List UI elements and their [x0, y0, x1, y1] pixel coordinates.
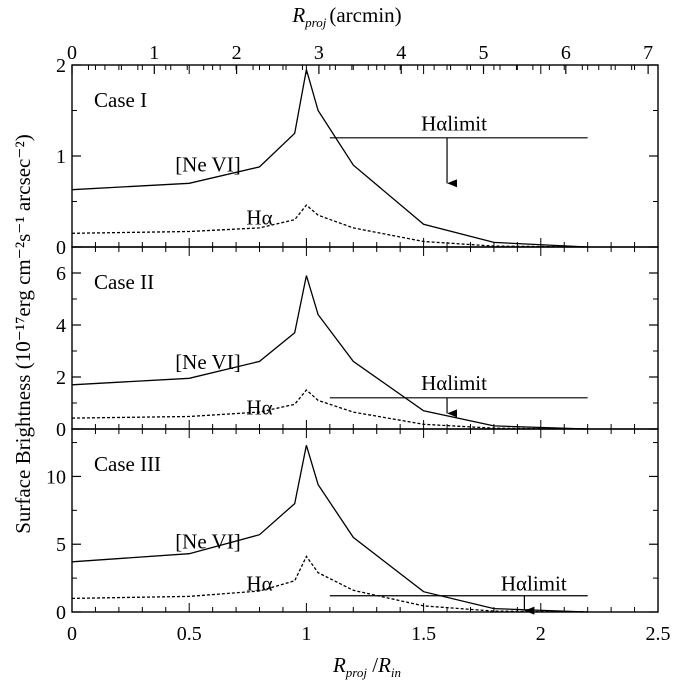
y-tick-label: 4: [56, 315, 66, 337]
halpha-curve: [71, 555, 588, 613]
y-tick-label: 1: [56, 146, 66, 168]
panel-3: 0 5 10 Case III [Ne VI]Hα Hαlimit: [46, 428, 659, 624]
halpha-curve: [71, 389, 588, 430]
x-axis-title: Rproj /Rin: [332, 653, 401, 680]
panel-frame: [71, 64, 659, 248]
panel-case-label: Case II: [94, 270, 154, 294]
panel-frame: [71, 428, 659, 613]
halpha-limit-label: Hαlimit: [421, 112, 487, 136]
y-tick-label: 2: [56, 367, 66, 389]
halpha-label: Hα: [246, 396, 272, 420]
halpha-curve: [71, 204, 588, 248]
top-tick-label: 6: [561, 42, 571, 64]
neVI-label: [Ne VI]: [175, 350, 241, 374]
halpha-label: Hα: [246, 205, 272, 229]
y-tick-label: 6: [56, 263, 66, 285]
halpha-limit-label: Hαlimit: [501, 571, 567, 595]
top-tick-label: 7: [643, 42, 653, 64]
top-tick-label: 4: [396, 42, 406, 64]
y-tick-label: 2: [56, 55, 66, 77]
x-tick-label: 1: [301, 623, 311, 645]
x-tick-label: 0: [67, 623, 77, 645]
top-tick-label: 0: [67, 42, 77, 64]
panel-2: 0 2 4 6 Case II [Ne VI]Hα Hαlimit: [56, 246, 659, 441]
y-tick-label: 0: [56, 419, 66, 441]
top-axis-title: Rproj (arcmin): [291, 3, 401, 30]
panel-1: 0 1 2 Case I [Ne VI] Hα Hαlimit: [56, 55, 659, 259]
halpha-label: Hα: [246, 571, 272, 595]
y-tick-label: 5: [56, 534, 66, 556]
x-tick-label: 1.5: [411, 623, 436, 645]
neVI-label: [Ne VI]: [175, 529, 241, 553]
y-tick-label: 0: [56, 237, 66, 259]
neVI-curve: [71, 275, 588, 430]
top-tick-label: 2: [232, 42, 242, 64]
x-tick-label: 2: [536, 623, 546, 645]
neVI-curve: [71, 69, 588, 248]
top-tick-label: 3: [314, 42, 324, 64]
top-tick-label: 5: [479, 42, 489, 64]
x-tick-label: 0.5: [177, 623, 202, 645]
x-tick-label: 2.5: [646, 623, 671, 645]
neVI-label: [Ne VI]: [175, 152, 241, 176]
neVI-curve: [71, 445, 588, 613]
panel-frame: [71, 246, 659, 430]
panel-case-label: Case III: [94, 452, 161, 476]
y-axis-title: Surface Brightness (10⁻¹⁷erg cm⁻²s⁻¹ arc…: [11, 134, 35, 534]
panel-case-label: Case I: [94, 88, 147, 112]
y-tick-label: 0: [56, 602, 66, 624]
top-tick-label: 1: [149, 42, 159, 64]
y-tick-label: 10: [46, 466, 66, 488]
halpha-limit-label: Hαlimit: [421, 371, 487, 395]
